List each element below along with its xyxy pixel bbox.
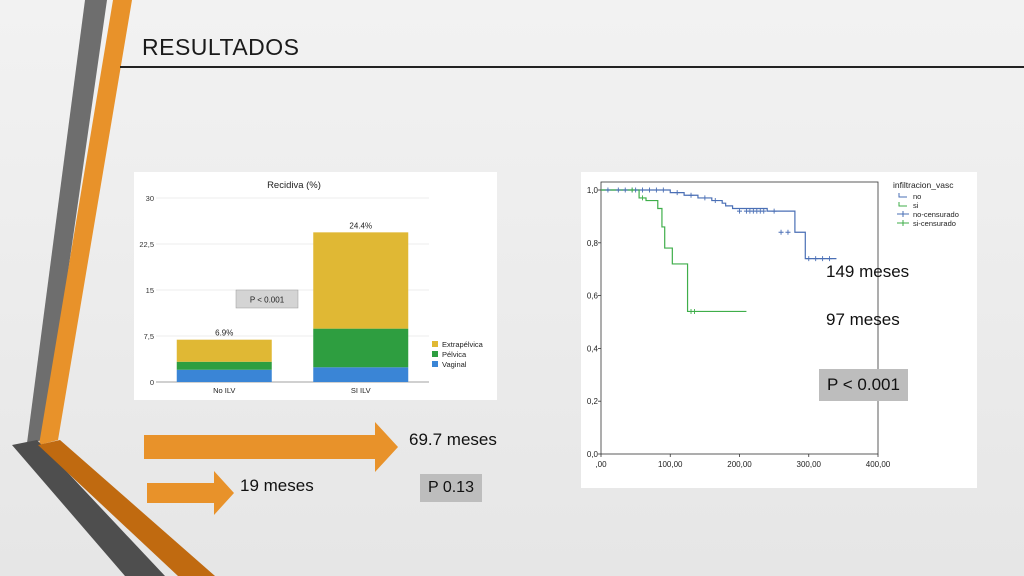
km-censor-mark-si (629, 187, 635, 193)
title-rule (120, 66, 1024, 68)
bar-xtick-label: No ILV (213, 386, 235, 395)
km-xtick-label: 400,00 (866, 460, 891, 469)
km-censor-mark-no (653, 187, 659, 193)
km-xtick-label: 300,00 (797, 460, 822, 469)
km-label-si: 97 meses (826, 310, 900, 329)
arrow-big-label: 69.7 meses (409, 430, 497, 449)
km-legend-cross (897, 220, 909, 226)
km-legend-label: no (913, 192, 921, 201)
km-legend-title: infiltracion_vasc (893, 180, 954, 190)
km-label-no: 149 meses (826, 262, 910, 281)
km-ytick-label: 0,0 (587, 450, 599, 459)
km-censor-mark-no (605, 187, 611, 193)
bar-segment-extrapélvica (313, 232, 409, 329)
bar-segment-pélvica (176, 361, 272, 370)
bar-ytick-label: 30 (146, 194, 154, 203)
km-ytick-label: 0,4 (587, 344, 599, 353)
bar-total-label: 6.9% (215, 329, 233, 338)
km-censor-mark-si (691, 308, 697, 314)
km-censor-mark-no (615, 187, 621, 193)
survival-curve-chart: 0,0 0,2 0,4 0,6 0,8 1,0 ,00 100,00 200,00 300,00 4… (581, 172, 977, 488)
km-censor-mark-no (761, 208, 767, 214)
bar-chart-title: Recidiva (%) (267, 180, 321, 191)
km-censor-mark-no (640, 187, 646, 193)
km-censor-mark-no (702, 195, 708, 201)
orange-stripe (39, 0, 132, 445)
km-ytick-label: 0,8 (587, 239, 599, 248)
km-legend-label: si (913, 201, 919, 210)
km-censor-mark-no (827, 256, 833, 262)
km-censor-mark-no (813, 256, 819, 262)
big-arrow (144, 422, 398, 472)
bar-segment-vaginal (176, 369, 272, 382)
km-censor-mark-no (712, 198, 718, 204)
km-legend-line (898, 202, 907, 207)
recidiva-bar-chart: Recidiva (%) 0 7,5 15 22,5 30 6.9% 24.4% No I… (134, 172, 497, 400)
km-censor-mark-no (820, 256, 826, 262)
orange-stripe-lower (38, 440, 215, 576)
slide-title: RESULTADOS (142, 34, 300, 60)
km-censor-mark-no (622, 187, 628, 193)
bar-legend-label: Extrapélvica (442, 340, 484, 349)
gray-stripe (27, 0, 107, 443)
bar-segment-pélvica (313, 328, 409, 368)
km-censor-mark-no (771, 208, 777, 214)
km-curve-no (601, 189, 837, 260)
km-legend-line (898, 193, 907, 198)
bar-segment-extrapélvica (176, 339, 272, 362)
bar-ytick-label: 7,5 (144, 332, 154, 341)
arrow-small-label: 19 meses (240, 476, 314, 495)
km-xtick-label: 200,00 (727, 460, 752, 469)
bar-ytick-label: 22,5 (139, 240, 154, 249)
bar-legend-swatch (432, 351, 438, 357)
km-censor-mark-si (640, 195, 646, 201)
km-ytick-label: 0,2 (587, 397, 599, 406)
p-value-km-badge: P < 0.001 (819, 369, 908, 401)
km-xtick-label: ,00 (595, 460, 607, 469)
km-xtick-label: 100,00 (658, 460, 683, 469)
bar-legend-label: Vaginal (442, 360, 467, 369)
bar-legend-swatch (432, 341, 438, 347)
bar-legend-label: Pélvica (442, 350, 467, 359)
km-censor-mark-no (806, 256, 812, 262)
p-value-bars-badge: P 0.13 (420, 474, 482, 502)
bar-total-label: 24.4% (349, 221, 372, 230)
small-arrow (147, 471, 234, 515)
km-legend-label: no-censurado (913, 210, 959, 219)
bar-chart-svg: Recidiva (%) 0 7,5 15 22,5 30 6.9% 24.4% No I… (139, 180, 484, 395)
bar-ytick-label: 0 (150, 378, 154, 387)
km-censor-mark-no (737, 208, 742, 214)
km-chart-svg: 0,0 0,2 0,4 0,6 0,8 1,0 ,00 100,00 200,00 300,00 4… (587, 180, 959, 469)
bar-pvalue-text: P < 0.001 (250, 296, 285, 305)
bar-xtick-label: SI ILV (351, 386, 371, 395)
km-censor-mark-no (660, 187, 666, 193)
km-legend-cross (897, 211, 909, 217)
bar-pvalue-box (235, 289, 299, 309)
km-censor-mark-no (778, 229, 784, 235)
bar-ytick-label: 15 (146, 286, 154, 295)
km-censor-mark-no (646, 187, 652, 193)
km-censor-mark-no (674, 190, 680, 196)
gray-stripe-lower (12, 440, 165, 576)
km-censor-mark-no (688, 192, 694, 198)
bar-legend-swatch (432, 361, 438, 367)
km-censor-mark-no (785, 229, 791, 235)
km-ytick-label: 1,0 (587, 186, 599, 195)
km-ytick-label: 0,6 (587, 292, 599, 301)
bar-segment-vaginal (313, 367, 409, 382)
km-legend-label: si-censurado (913, 219, 956, 228)
